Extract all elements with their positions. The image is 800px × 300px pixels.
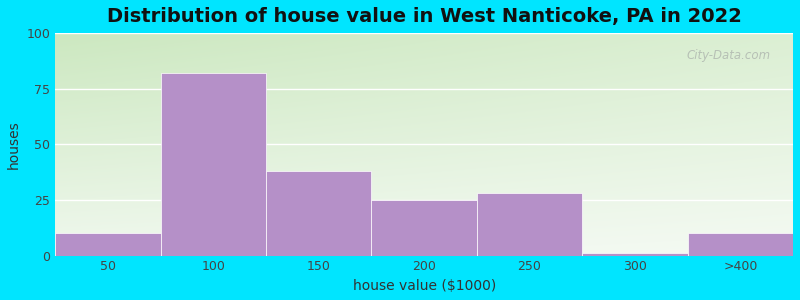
- Bar: [688, 233, 793, 256]
- Bar: [582, 254, 688, 256]
- Bar: [371, 200, 477, 256]
- Text: City-Data.com: City-Data.com: [686, 49, 771, 62]
- Title: Distribution of house value in West Nanticoke, PA in 2022: Distribution of house value in West Nant…: [106, 7, 742, 26]
- Y-axis label: houses: houses: [7, 120, 21, 169]
- Bar: [266, 171, 371, 256]
- Bar: [55, 233, 161, 256]
- Bar: [477, 193, 582, 256]
- Bar: [161, 73, 266, 256]
- X-axis label: house value ($1000): house value ($1000): [353, 279, 496, 293]
